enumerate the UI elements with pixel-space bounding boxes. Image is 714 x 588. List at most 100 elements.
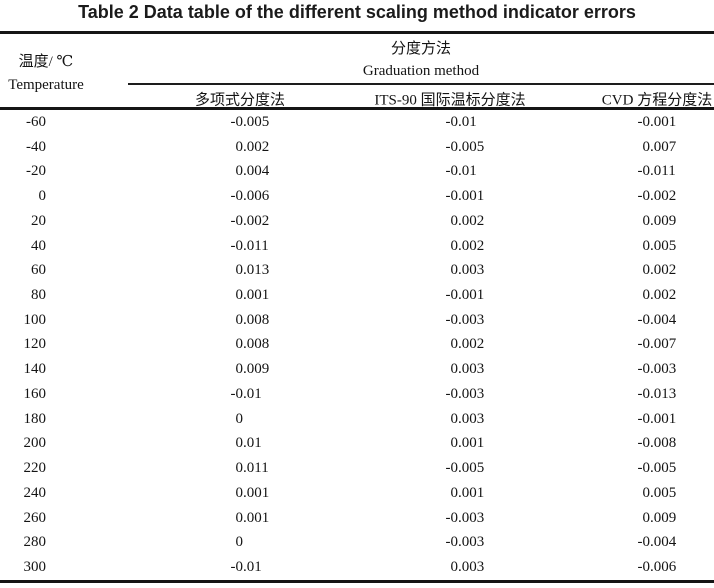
column-header-cvd-method: CVD 方程分度法 (601, 92, 713, 109)
polynomial-error-cell: 0.008 (235, 311, 270, 328)
temperature-cell: 140 (23, 361, 47, 378)
polynomial-error-cell: 0.001 (235, 484, 270, 501)
polynomial-error-cell: 0.013 (235, 262, 270, 279)
temperature-cell: 300 (23, 559, 47, 576)
its90-error-cell: -0.003 (445, 385, 485, 402)
its90-error-cell: -0.005 (445, 138, 485, 155)
polynomial-error-cell: 0.008 (235, 336, 270, 353)
cvd-error-cell: -0.004 (637, 534, 677, 551)
table-bottom-rule (0, 580, 714, 583)
table-row: 120 0.008 0.002 -0.007 (0, 333, 714, 358)
temperature-cell: -20 (26, 163, 46, 180)
its90-error-cell: -0.003 (445, 311, 485, 328)
temperature-cell: 260 (23, 509, 47, 526)
cvd-error-cell: -0.003 (637, 361, 677, 378)
polynomial-error-cell: 0.002 (235, 138, 270, 155)
header-separator-rule (0, 107, 714, 110)
temperature-header-zh: 温度/ ℃ (18, 54, 74, 70)
table-row: 200 0.01 0.001 -0.008 (0, 432, 714, 457)
cvd-error-cell: -0.008 (637, 435, 677, 452)
temperature-cell: 220 (23, 460, 47, 477)
its90-error-cell: 0.002 (450, 212, 485, 229)
table-title: Table 2 Data table of the different scal… (78, 2, 636, 22)
polynomial-error-cell: -0.002 (230, 212, 270, 229)
cvd-error-cell: -0.006 (637, 559, 677, 576)
temperature-cell: 20 (31, 212, 46, 229)
table-row: 40 -0.011 0.002 0.005 (0, 234, 714, 259)
table-row: 100 0.008 -0.003 -0.004 (0, 308, 714, 333)
its90-error-cell: 0.003 (450, 262, 485, 279)
temperature-cell: 0 (38, 188, 47, 205)
its90-error-cell: 0.003 (450, 361, 485, 378)
its90-error-cell: -0.01 (445, 163, 477, 180)
temperature-column-header: 温度/ ℃ Temperature (0, 51, 92, 97)
table-row: 0 -0.006 -0.001 -0.002 (0, 184, 714, 209)
polynomial-error-cell: -0.01 (230, 559, 262, 576)
temperature-cell: -60 (26, 113, 46, 130)
polynomial-error-cell: 0.011 (235, 460, 269, 477)
cvd-error-cell: 0.005 (642, 237, 677, 254)
its90-error-cell: 0.001 (450, 435, 485, 452)
its90-error-cell: -0.005 (445, 460, 485, 477)
polynomial-error-cell: 0.001 (235, 287, 270, 303)
table-row: -20 0.004 -0.01 -0.011 (0, 159, 714, 184)
table-row: 20 -0.002 0.002 0.009 (0, 209, 714, 234)
cvd-error-cell: -0.011 (637, 163, 676, 180)
table-row: 260 0.001 -0.003 0.009 (0, 506, 714, 531)
graduation-group-header: 分度方法 Graduation method (128, 38, 714, 82)
graduation-group-rule (128, 83, 714, 85)
polynomial-error-cell: 0 (235, 534, 244, 551)
cvd-error-cell: 0.009 (642, 212, 677, 229)
polynomial-error-cell: 0.009 (235, 361, 270, 378)
table-row: 60 0.013 0.003 0.002 (0, 258, 714, 283)
cvd-error-cell: 0.009 (642, 509, 677, 526)
column-header-polynomial-method: 多项式分度法 (194, 92, 286, 109)
its90-error-cell: -0.001 (445, 287, 485, 303)
temperature-cell: 180 (23, 410, 47, 427)
column-header-its90-method: ITS-90 国际温标分度法 (374, 92, 526, 109)
temperature-cell: 80 (31, 287, 46, 303)
cvd-error-cell: -0.004 (637, 311, 677, 328)
cvd-error-cell: -0.002 (637, 188, 677, 205)
polynomial-error-cell: -0.005 (230, 113, 270, 130)
polynomial-error-cell: -0.01 (230, 385, 262, 402)
cvd-error-cell: 0.002 (642, 262, 677, 279)
table-row: 80 0.001 -0.001 0.002 (0, 283, 714, 308)
its90-error-cell: 0.002 (450, 336, 485, 353)
temperature-cell: 120 (23, 336, 47, 353)
its90-error-cell: -0.003 (445, 534, 485, 551)
table-row: 180 0 0.003 -0.001 (0, 407, 714, 432)
its90-error-cell: -0.003 (445, 509, 485, 526)
temperature-cell: 240 (23, 484, 47, 501)
its90-error-cell: 0.003 (450, 559, 485, 576)
table-row: 300 -0.01 0.003 -0.006 (0, 555, 714, 580)
temperature-cell: 40 (31, 237, 46, 254)
its90-error-cell: -0.001 (445, 188, 485, 205)
cvd-error-cell: 0.002 (642, 287, 677, 303)
cvd-error-cell: -0.007 (637, 336, 677, 353)
its90-error-cell: 0.002 (450, 237, 485, 254)
temperature-cell: 60 (31, 262, 46, 279)
table-top-rule (0, 31, 714, 34)
polynomial-error-cell: -0.006 (230, 188, 270, 205)
polynomial-error-cell: 0.01 (235, 435, 262, 452)
temperature-cell: 160 (23, 385, 47, 402)
polynomial-error-cell: 0 (235, 410, 244, 427)
table-row: 140 0.009 0.003 -0.003 (0, 357, 714, 382)
its90-error-cell: 0.003 (450, 410, 485, 427)
polynomial-error-cell: 0.004 (235, 163, 270, 180)
cvd-error-cell: -0.005 (637, 460, 677, 477)
table-row: -60 -0.005 -0.01 -0.001 (0, 110, 714, 135)
temperature-cell: 100 (23, 311, 47, 328)
table-row: 280 0 -0.003 -0.004 (0, 530, 714, 555)
table-row: -40 0.002 -0.005 0.007 (0, 135, 714, 160)
its90-error-cell: 0.001 (450, 484, 485, 501)
cvd-error-cell: -0.001 (637, 410, 677, 427)
table-row: 240 0.001 0.001 0.005 (0, 481, 714, 506)
graduation-header-en: Graduation method (362, 63, 480, 79)
cvd-error-cell: 0.007 (642, 138, 677, 155)
cvd-error-cell: -0.001 (637, 113, 677, 130)
graduation-header-zh: 分度方法 (390, 41, 451, 57)
cvd-error-cell: -0.013 (637, 385, 677, 402)
